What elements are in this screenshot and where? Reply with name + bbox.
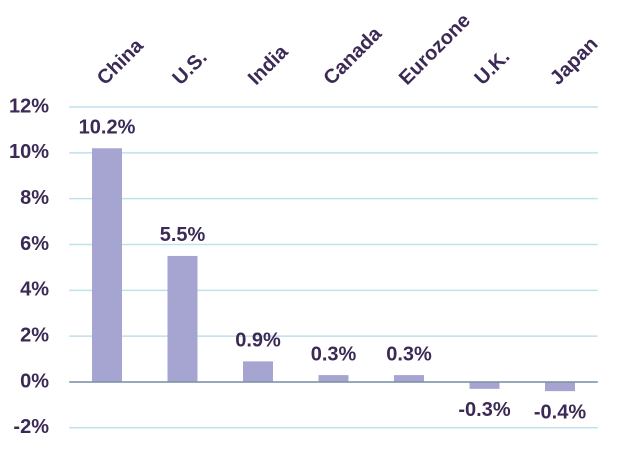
y-tick-label: 10%	[9, 141, 49, 163]
bar	[318, 375, 349, 382]
x-tick-label: U.K.	[470, 46, 514, 90]
x-tick-label: Japan	[546, 33, 602, 89]
x-tick-label: Eurozone	[395, 10, 475, 90]
bar	[394, 375, 424, 382]
y-tick-label: -2%	[13, 416, 49, 438]
y-tick-label: 8%	[20, 187, 49, 209]
value-label: 0.3%	[386, 343, 432, 365]
y-tick-label: 2%	[20, 324, 49, 346]
value-label: -0.4%	[534, 401, 586, 423]
bar	[469, 381, 500, 389]
x-tick-label: India	[244, 40, 293, 89]
value-label: 10.2%	[79, 117, 136, 139]
x-tick-label: U.S.	[168, 46, 211, 89]
y-tick-label: 12%	[9, 95, 49, 117]
y-tick-label: 6%	[20, 233, 49, 255]
bar	[545, 381, 575, 392]
value-label: 0.3%	[311, 343, 357, 365]
y-tick-label: 0%	[20, 370, 49, 392]
bar	[92, 148, 122, 382]
x-tick-label: Canada	[319, 22, 386, 89]
bar	[243, 361, 273, 382]
y-tick-label: 4%	[20, 279, 49, 301]
value-label: 0.9%	[235, 330, 281, 352]
value-label: -0.3%	[458, 399, 510, 421]
x-tick-label: China	[93, 34, 148, 89]
value-label: 5.5%	[160, 224, 206, 246]
bar	[167, 255, 198, 382]
